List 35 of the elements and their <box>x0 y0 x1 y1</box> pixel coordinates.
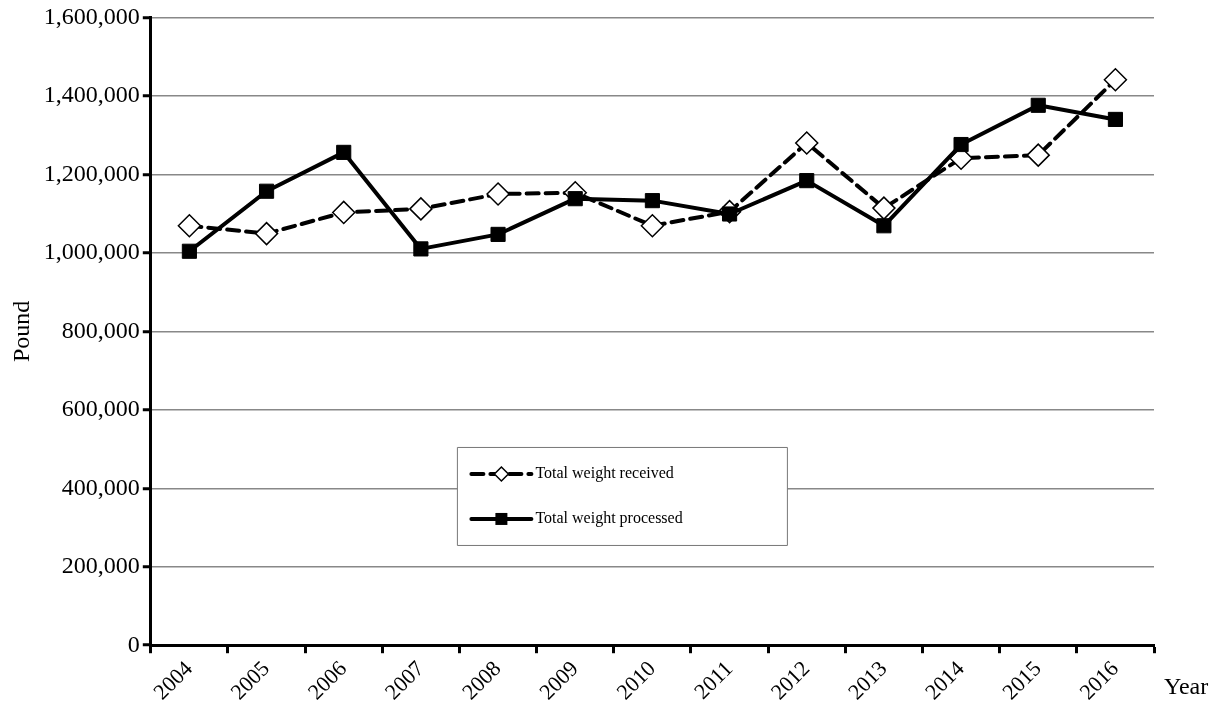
point <box>644 193 660 209</box>
point <box>336 144 352 160</box>
point <box>181 243 197 259</box>
point <box>799 173 815 189</box>
point <box>254 221 279 246</box>
point <box>1103 68 1128 92</box>
point <box>409 197 433 221</box>
point <box>876 218 892 234</box>
point <box>567 191 583 207</box>
point <box>1030 97 1046 113</box>
y-axis-title: Pound <box>7 300 34 362</box>
y-tick-label: 1,600,000 <box>43 2 140 29</box>
point <box>490 226 506 242</box>
y-tick-label: 200,000 <box>61 552 140 579</box>
point <box>177 214 202 238</box>
point <box>1107 111 1123 127</box>
y-tick-label: 400,000 <box>61 473 140 500</box>
legend-label: Total weight processed <box>535 509 683 528</box>
y-tick-label: 1,000,000 <box>43 238 140 265</box>
x-axis-title: Year <box>1164 672 1209 699</box>
point <box>872 196 896 220</box>
point <box>794 131 819 155</box>
point <box>258 183 275 199</box>
y-tick-label: 800,000 <box>61 316 140 343</box>
point <box>331 200 356 225</box>
point <box>486 182 510 206</box>
point <box>413 241 429 257</box>
legend-label: Total weight received <box>535 464 674 483</box>
y-tick-label: 1,400,000 <box>43 81 140 108</box>
point <box>953 136 969 153</box>
y-tick-label: 1,200,000 <box>43 159 140 186</box>
point <box>640 214 665 238</box>
y-tick-label: 0 <box>127 630 140 657</box>
y-tick-label: 600,000 <box>61 395 140 422</box>
point <box>1026 143 1050 167</box>
